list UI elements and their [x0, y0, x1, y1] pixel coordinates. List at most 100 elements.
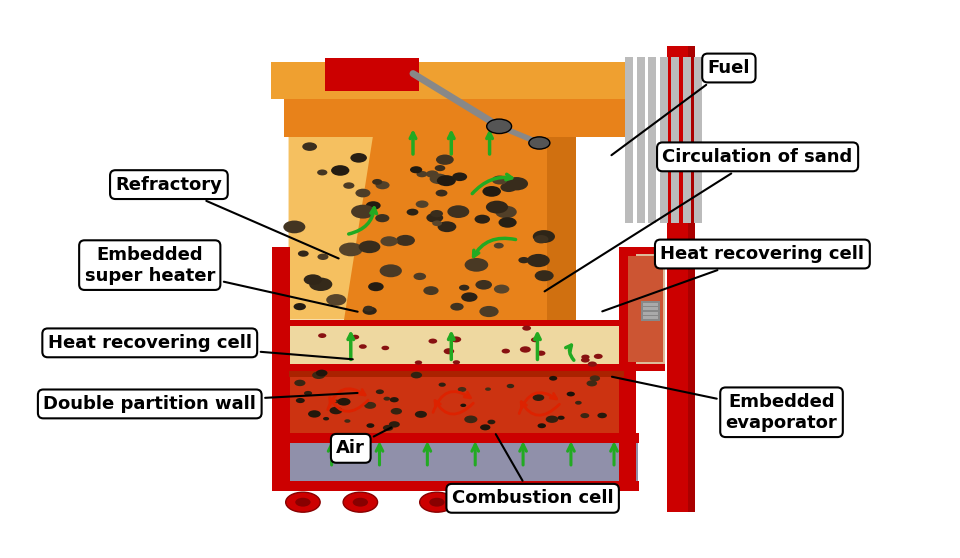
- Circle shape: [375, 181, 390, 189]
- Circle shape: [428, 339, 437, 344]
- Circle shape: [501, 349, 510, 354]
- Circle shape: [323, 417, 329, 421]
- Circle shape: [390, 397, 398, 402]
- Text: Fuel: Fuel: [612, 59, 750, 155]
- Circle shape: [375, 389, 384, 394]
- Circle shape: [283, 220, 305, 233]
- Bar: [627, 249, 664, 369]
- Circle shape: [435, 165, 445, 171]
- Text: Embedded
super heater: Embedded super heater: [84, 246, 358, 312]
- Circle shape: [380, 236, 397, 246]
- Circle shape: [545, 416, 559, 423]
- Circle shape: [391, 408, 402, 415]
- Circle shape: [583, 498, 598, 507]
- Circle shape: [459, 285, 469, 291]
- Polygon shape: [289, 95, 379, 320]
- Circle shape: [411, 372, 422, 378]
- Circle shape: [487, 119, 512, 133]
- Circle shape: [355, 189, 371, 198]
- Circle shape: [368, 282, 384, 291]
- Circle shape: [339, 243, 363, 256]
- Circle shape: [430, 210, 443, 217]
- Bar: [629, 256, 662, 362]
- Circle shape: [430, 174, 447, 184]
- Circle shape: [437, 175, 456, 186]
- Circle shape: [566, 392, 575, 396]
- Bar: [273, 247, 290, 491]
- Circle shape: [575, 401, 582, 405]
- Circle shape: [294, 303, 306, 310]
- Bar: [289, 369, 624, 433]
- Circle shape: [329, 407, 343, 414]
- Circle shape: [537, 350, 545, 356]
- Circle shape: [308, 410, 321, 417]
- Circle shape: [458, 387, 467, 392]
- Bar: [648, 57, 656, 223]
- Circle shape: [414, 273, 426, 280]
- Text: Air: Air: [336, 427, 392, 458]
- Circle shape: [518, 257, 529, 263]
- Bar: [284, 437, 638, 484]
- Circle shape: [581, 413, 589, 418]
- Circle shape: [350, 153, 367, 162]
- Circle shape: [316, 369, 327, 377]
- Bar: [284, 93, 629, 137]
- Circle shape: [573, 492, 608, 512]
- Circle shape: [588, 362, 597, 367]
- Circle shape: [589, 376, 600, 381]
- Bar: [643, 307, 658, 310]
- Bar: [547, 95, 576, 320]
- Circle shape: [334, 400, 340, 403]
- Circle shape: [318, 253, 328, 260]
- Circle shape: [506, 498, 521, 507]
- Circle shape: [317, 170, 327, 175]
- Bar: [627, 247, 664, 254]
- Circle shape: [498, 217, 516, 228]
- Circle shape: [594, 354, 603, 359]
- Circle shape: [295, 379, 305, 386]
- Bar: [660, 57, 667, 223]
- Bar: [344, 95, 553, 320]
- Circle shape: [485, 387, 491, 391]
- Text: Refractory: Refractory: [115, 176, 339, 258]
- Circle shape: [483, 186, 501, 197]
- Circle shape: [538, 424, 546, 428]
- Circle shape: [582, 354, 589, 359]
- Circle shape: [286, 492, 320, 512]
- Circle shape: [436, 190, 447, 196]
- Circle shape: [351, 205, 375, 219]
- Circle shape: [331, 165, 349, 176]
- Circle shape: [527, 254, 550, 267]
- Circle shape: [364, 306, 373, 311]
- Circle shape: [500, 182, 516, 192]
- Bar: [277, 433, 639, 443]
- Circle shape: [534, 235, 548, 243]
- Circle shape: [381, 346, 389, 350]
- Circle shape: [326, 294, 347, 306]
- Circle shape: [429, 498, 444, 507]
- Circle shape: [396, 235, 415, 246]
- Bar: [637, 57, 645, 223]
- Circle shape: [522, 325, 531, 331]
- Circle shape: [416, 200, 428, 208]
- Circle shape: [486, 201, 508, 214]
- Circle shape: [366, 201, 381, 210]
- Circle shape: [423, 286, 439, 295]
- Circle shape: [597, 413, 607, 418]
- Circle shape: [505, 177, 528, 190]
- Circle shape: [415, 411, 427, 418]
- Circle shape: [426, 170, 439, 178]
- Circle shape: [460, 403, 467, 407]
- Circle shape: [372, 179, 382, 185]
- Circle shape: [309, 277, 332, 291]
- Circle shape: [359, 240, 380, 253]
- Circle shape: [495, 206, 516, 218]
- Circle shape: [465, 416, 477, 423]
- Circle shape: [410, 166, 422, 174]
- Text: Heat recovering cell: Heat recovering cell: [602, 245, 864, 311]
- Bar: [643, 316, 658, 319]
- Circle shape: [479, 306, 498, 317]
- Circle shape: [407, 209, 419, 215]
- Circle shape: [351, 335, 359, 339]
- Circle shape: [302, 142, 317, 151]
